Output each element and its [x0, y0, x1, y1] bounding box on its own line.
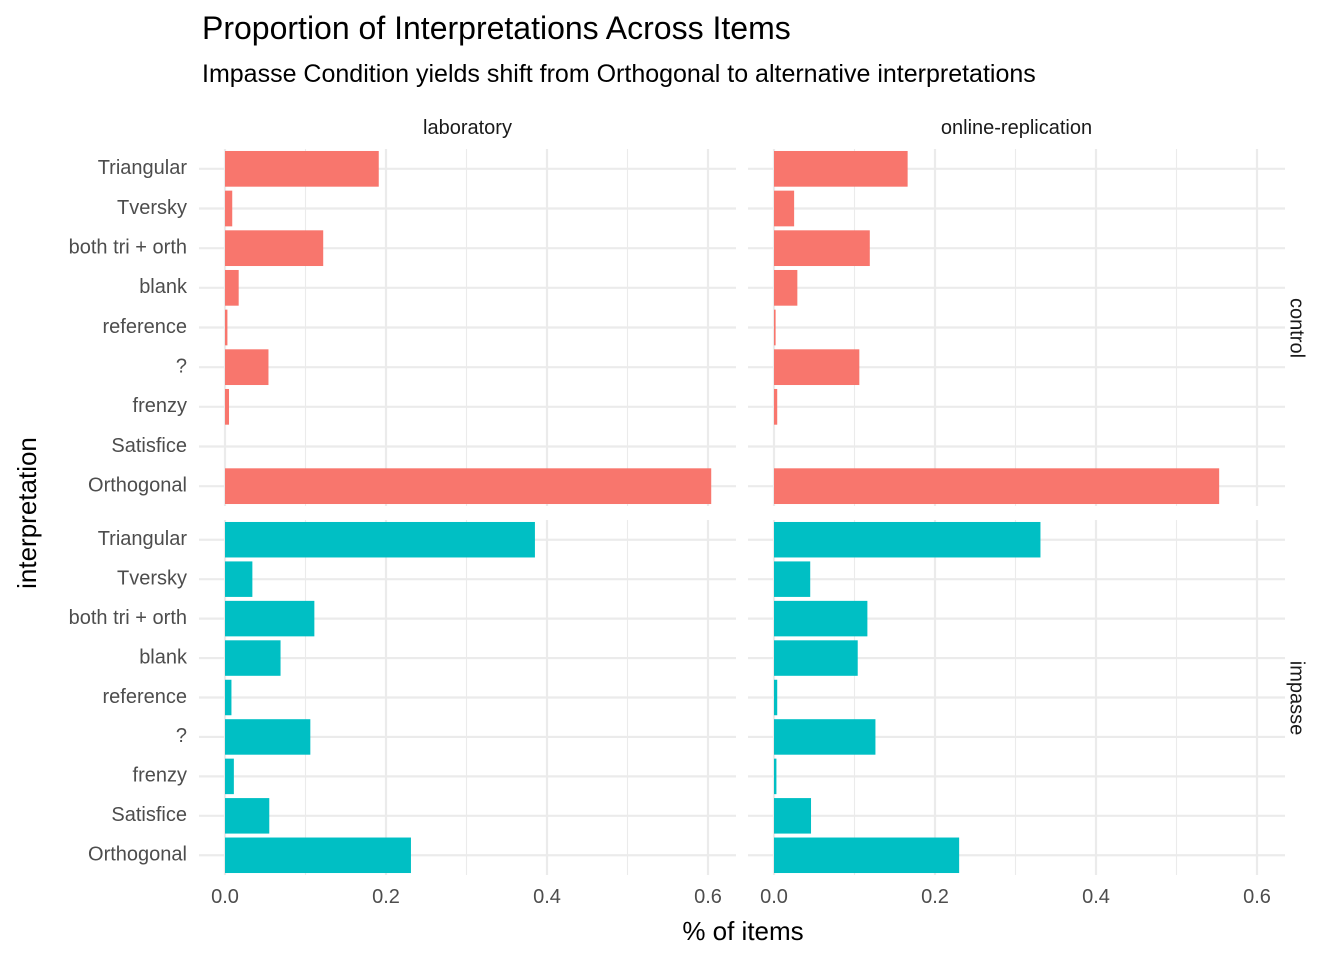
y-tick-label: Satisfice — [111, 804, 187, 826]
facet-row-label-control: control — [1286, 298, 1308, 358]
x-tick-label: 0.6 — [1243, 886, 1271, 908]
bar — [225, 837, 411, 874]
x-tick-label: 0.2 — [921, 886, 949, 908]
bar — [225, 561, 253, 597]
x-tick-label: 0.0 — [211, 886, 239, 908]
bar — [774, 269, 798, 306]
y-tick-label: Orthogonal — [88, 474, 187, 496]
bar — [225, 309, 228, 346]
bar — [774, 521, 1041, 558]
bar — [774, 719, 876, 755]
bar — [774, 640, 858, 676]
bar — [774, 798, 812, 834]
y-tick-label: Tversky — [117, 567, 187, 589]
y-tick-label: both tri + orth — [69, 236, 187, 258]
chart-title: Proportion of Interpretations Across Ite… — [202, 10, 791, 46]
bar — [225, 468, 712, 505]
y-tick-label: both tri + orth — [69, 607, 187, 629]
bar — [774, 349, 860, 386]
bar — [774, 561, 811, 597]
panels: Triangular Tversky both tri + orth blank ref… — [69, 149, 1285, 908]
y-tick-label: Tversky — [117, 197, 187, 219]
bar — [225, 679, 232, 716]
bar — [225, 600, 315, 637]
bar — [774, 230, 870, 267]
facet-col-label-laboratory: laboratory — [423, 117, 512, 139]
bar — [774, 600, 868, 637]
y-tick-label: blank — [139, 276, 188, 298]
y-tick-label: Triangular — [98, 157, 188, 179]
y-tick-label: ? — [176, 355, 187, 377]
y-tick-label: reference — [103, 316, 188, 338]
x-tick-label: 0.0 — [760, 886, 788, 908]
bar — [225, 758, 234, 795]
bar — [225, 798, 270, 834]
x-tick-label: 0.4 — [1082, 886, 1110, 908]
y-tick-label: ? — [176, 725, 187, 747]
bar — [774, 190, 795, 227]
bar — [774, 468, 1220, 505]
y-tick-label: frenzy — [133, 765, 187, 787]
y-tick-label: Triangular — [98, 528, 188, 550]
bar — [225, 388, 230, 425]
bar — [774, 837, 960, 874]
y-tick-label: reference — [103, 686, 188, 708]
bar — [225, 521, 535, 558]
bar — [774, 679, 778, 716]
bar — [225, 349, 269, 386]
bar — [225, 640, 281, 676]
bar — [225, 150, 379, 187]
bar — [774, 388, 778, 425]
y-tick-label: Satisfice — [111, 435, 187, 457]
y-tick-label: frenzy — [133, 395, 187, 417]
bar — [225, 190, 233, 227]
bar — [225, 719, 311, 755]
y-tick-label: blank — [139, 646, 188, 668]
panel-impasse-online-replication — [748, 520, 1285, 875]
panel-impasse-laboratory — [199, 520, 736, 875]
bar — [225, 230, 324, 267]
facet-col-label-online-replication: online-replication — [941, 117, 1092, 139]
x-tick-label: 0.6 — [694, 886, 722, 908]
bar — [774, 150, 908, 187]
panel-control-online-replication — [748, 149, 1285, 506]
x-tick-label: 0.4 — [533, 886, 561, 908]
panel-control-laboratory — [199, 149, 736, 506]
y-tick-label: Orthogonal — [88, 844, 187, 866]
facet-row-label-impasse: impasse — [1286, 661, 1308, 735]
x-axis-title: % of items — [682, 916, 803, 946]
x-tick-label: 0.2 — [372, 886, 400, 908]
bar — [774, 309, 776, 346]
chart-subtitle: Impasse Condition yields shift from Orth… — [202, 60, 1036, 88]
bar — [225, 269, 239, 306]
y-axis-title: interpretation — [12, 437, 42, 589]
bar — [774, 758, 777, 795]
